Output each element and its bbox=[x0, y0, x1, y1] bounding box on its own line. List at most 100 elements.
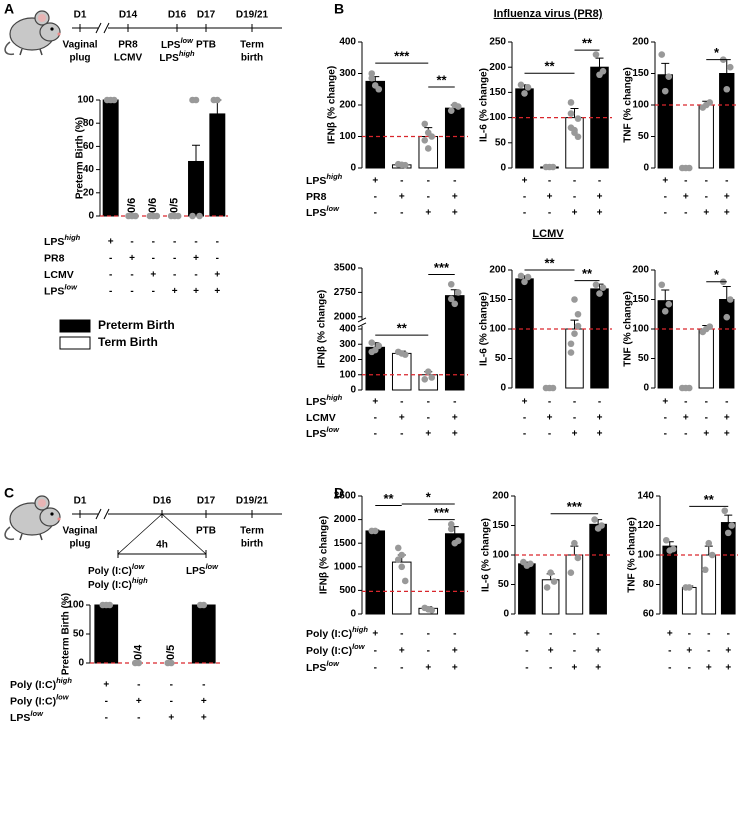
condition-sign: - bbox=[194, 237, 197, 248]
bar bbox=[565, 328, 584, 389]
data-point bbox=[685, 584, 693, 591]
condition-label: Poly (I:C)high bbox=[10, 676, 72, 691]
condition-sign: + bbox=[667, 629, 673, 640]
y-tick-label: 200 bbox=[632, 37, 649, 48]
y-tick-label: 0 bbox=[643, 383, 649, 394]
data-point bbox=[447, 295, 455, 303]
legend-swatch bbox=[59, 319, 91, 333]
condition-sign: - bbox=[598, 176, 601, 187]
condition-sign: + bbox=[193, 253, 199, 264]
condition-sign: + bbox=[597, 192, 603, 203]
condition-sign: - bbox=[688, 629, 691, 640]
label-superscript: low bbox=[132, 562, 146, 571]
condition-sign: - bbox=[684, 176, 687, 187]
condition-sign: + bbox=[662, 397, 668, 408]
condition-sign: - bbox=[668, 663, 671, 674]
y-tick-label: 200 bbox=[489, 62, 506, 73]
y-tick-label: 100 bbox=[489, 112, 506, 123]
condition-sign: - bbox=[548, 208, 551, 219]
label-superscript: low bbox=[352, 642, 366, 651]
condition-sign: + bbox=[724, 429, 730, 440]
y-tick-label: 50 bbox=[498, 579, 510, 590]
data-point bbox=[599, 284, 607, 292]
significance-label: * bbox=[426, 489, 432, 504]
label-superscript: low bbox=[205, 562, 219, 571]
y-tick-label: 0 bbox=[350, 163, 356, 174]
label-text: LPS bbox=[161, 40, 181, 51]
label-text: LPS bbox=[306, 428, 326, 440]
axis-break bbox=[358, 319, 366, 326]
data-point bbox=[521, 90, 528, 97]
timeline-label: LCMV bbox=[114, 53, 143, 64]
condition-sign: + bbox=[452, 663, 458, 674]
bar bbox=[590, 288, 609, 389]
interval-lines bbox=[117, 513, 207, 555]
data-point bbox=[368, 70, 376, 77]
significance-label: ** bbox=[383, 491, 394, 506]
y-tick-label: 100 bbox=[67, 600, 84, 611]
condition-sign: - bbox=[525, 663, 528, 674]
significance-label: ** bbox=[397, 321, 408, 336]
bar bbox=[698, 104, 714, 169]
timeline-day: D1 bbox=[74, 10, 87, 21]
condition-label: LCMV bbox=[44, 269, 74, 281]
significance-label: ** bbox=[436, 72, 447, 87]
data-point bbox=[574, 115, 582, 122]
condition-sign: + bbox=[193, 286, 199, 297]
data-point bbox=[447, 107, 455, 114]
data-point bbox=[574, 322, 582, 330]
error-bar bbox=[661, 62, 670, 75]
condition-sign: - bbox=[664, 208, 667, 219]
value-label: 7/8 bbox=[211, 198, 223, 213]
condition-sign: - bbox=[573, 413, 576, 424]
condition-sign: - bbox=[548, 176, 551, 187]
timeline-label: birth bbox=[241, 539, 263, 550]
y-tick-label: 200 bbox=[339, 354, 356, 365]
data-point bbox=[189, 212, 196, 220]
condition-sign: - bbox=[596, 629, 599, 640]
condition-sign: + bbox=[571, 663, 577, 674]
y-tick-label: 400 bbox=[339, 324, 356, 335]
label-text: Poly (I:C) bbox=[306, 628, 352, 640]
condition-sign: + bbox=[686, 646, 692, 657]
condition-sign: - bbox=[137, 713, 140, 724]
label-text: Poly (I:C) bbox=[88, 580, 132, 591]
timeline-label: plug bbox=[69, 53, 90, 64]
data-point bbox=[167, 659, 175, 667]
condition-sign: - bbox=[523, 208, 526, 219]
bar bbox=[391, 352, 412, 391]
data-point bbox=[574, 310, 582, 318]
y-tick-label: 1000 bbox=[334, 561, 357, 572]
condition-sign: + bbox=[572, 208, 578, 219]
condition-sign: - bbox=[170, 696, 173, 707]
condition-sign: - bbox=[548, 397, 551, 408]
bar bbox=[701, 554, 717, 615]
y-tick-label: 0 bbox=[88, 211, 94, 222]
section-title: Influenza virus (PR8) bbox=[494, 8, 603, 20]
timeline-label: PR8 bbox=[118, 40, 138, 51]
condition-sign: - bbox=[684, 208, 687, 219]
timeline-label: LPSlow bbox=[161, 36, 194, 51]
condition-sign: - bbox=[549, 663, 552, 674]
condition-sign: - bbox=[523, 429, 526, 440]
condition-sign: - bbox=[664, 413, 667, 424]
value-label: 0/6 bbox=[126, 198, 138, 213]
y-axis-label: IFNβ (% change) bbox=[327, 66, 338, 144]
condition-sign: - bbox=[152, 253, 155, 264]
condition-sign: - bbox=[216, 237, 219, 248]
bar bbox=[365, 530, 386, 615]
condition-sign: - bbox=[374, 429, 377, 440]
condition-sign: + bbox=[399, 646, 405, 657]
data-point bbox=[706, 99, 714, 106]
label-superscript: low bbox=[326, 204, 340, 213]
data-point bbox=[701, 566, 709, 574]
data-point bbox=[669, 545, 677, 553]
y-tick-label: 150 bbox=[489, 87, 506, 98]
y-axis-label: TNF (% change) bbox=[623, 67, 634, 143]
condition-sign: - bbox=[668, 646, 671, 657]
error-bar bbox=[724, 514, 733, 523]
label-superscript: high bbox=[132, 576, 148, 585]
bar bbox=[681, 586, 697, 615]
condition-sign: + bbox=[214, 286, 220, 297]
